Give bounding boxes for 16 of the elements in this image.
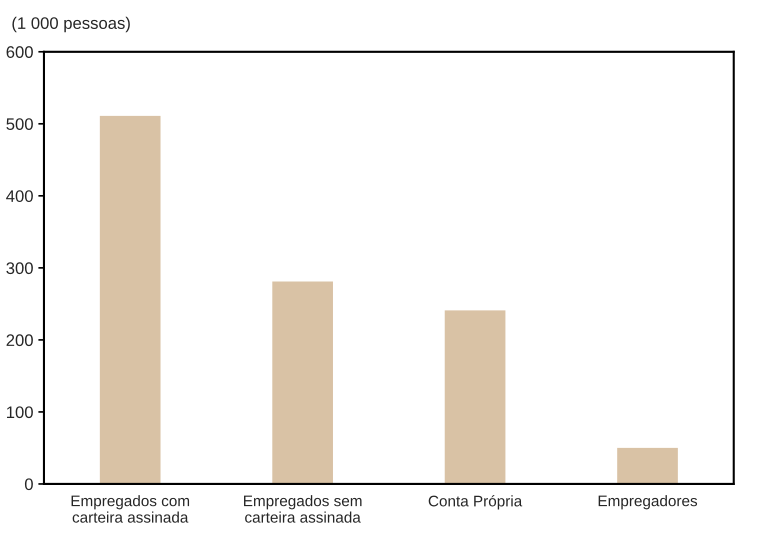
- x-tick-label: Empregados com carteira assinada: [72, 495, 190, 523]
- x-tick-label: Empregados sem carteira assinada: [244, 495, 362, 523]
- x-tick-label: Empregadores: [598, 495, 698, 510]
- y-tick-label: 600: [6, 46, 33, 58]
- bar: [270, 280, 334, 484]
- y-tick-label: 400: [6, 190, 33, 202]
- bar: [443, 308, 507, 484]
- y-tick-label: 200: [6, 334, 33, 346]
- y-tick-label: 0: [24, 478, 33, 490]
- y-tick-label: 100: [7, 406, 33, 418]
- x-tick-label: Conta Própria: [428, 495, 522, 510]
- y-axis-title: (1 000 pessoas): [12, 16, 130, 32]
- bar: [616, 446, 680, 484]
- y-tick-label: 500: [6, 118, 33, 130]
- y-tick-label: 300: [6, 262, 33, 274]
- bar: [98, 114, 162, 484]
